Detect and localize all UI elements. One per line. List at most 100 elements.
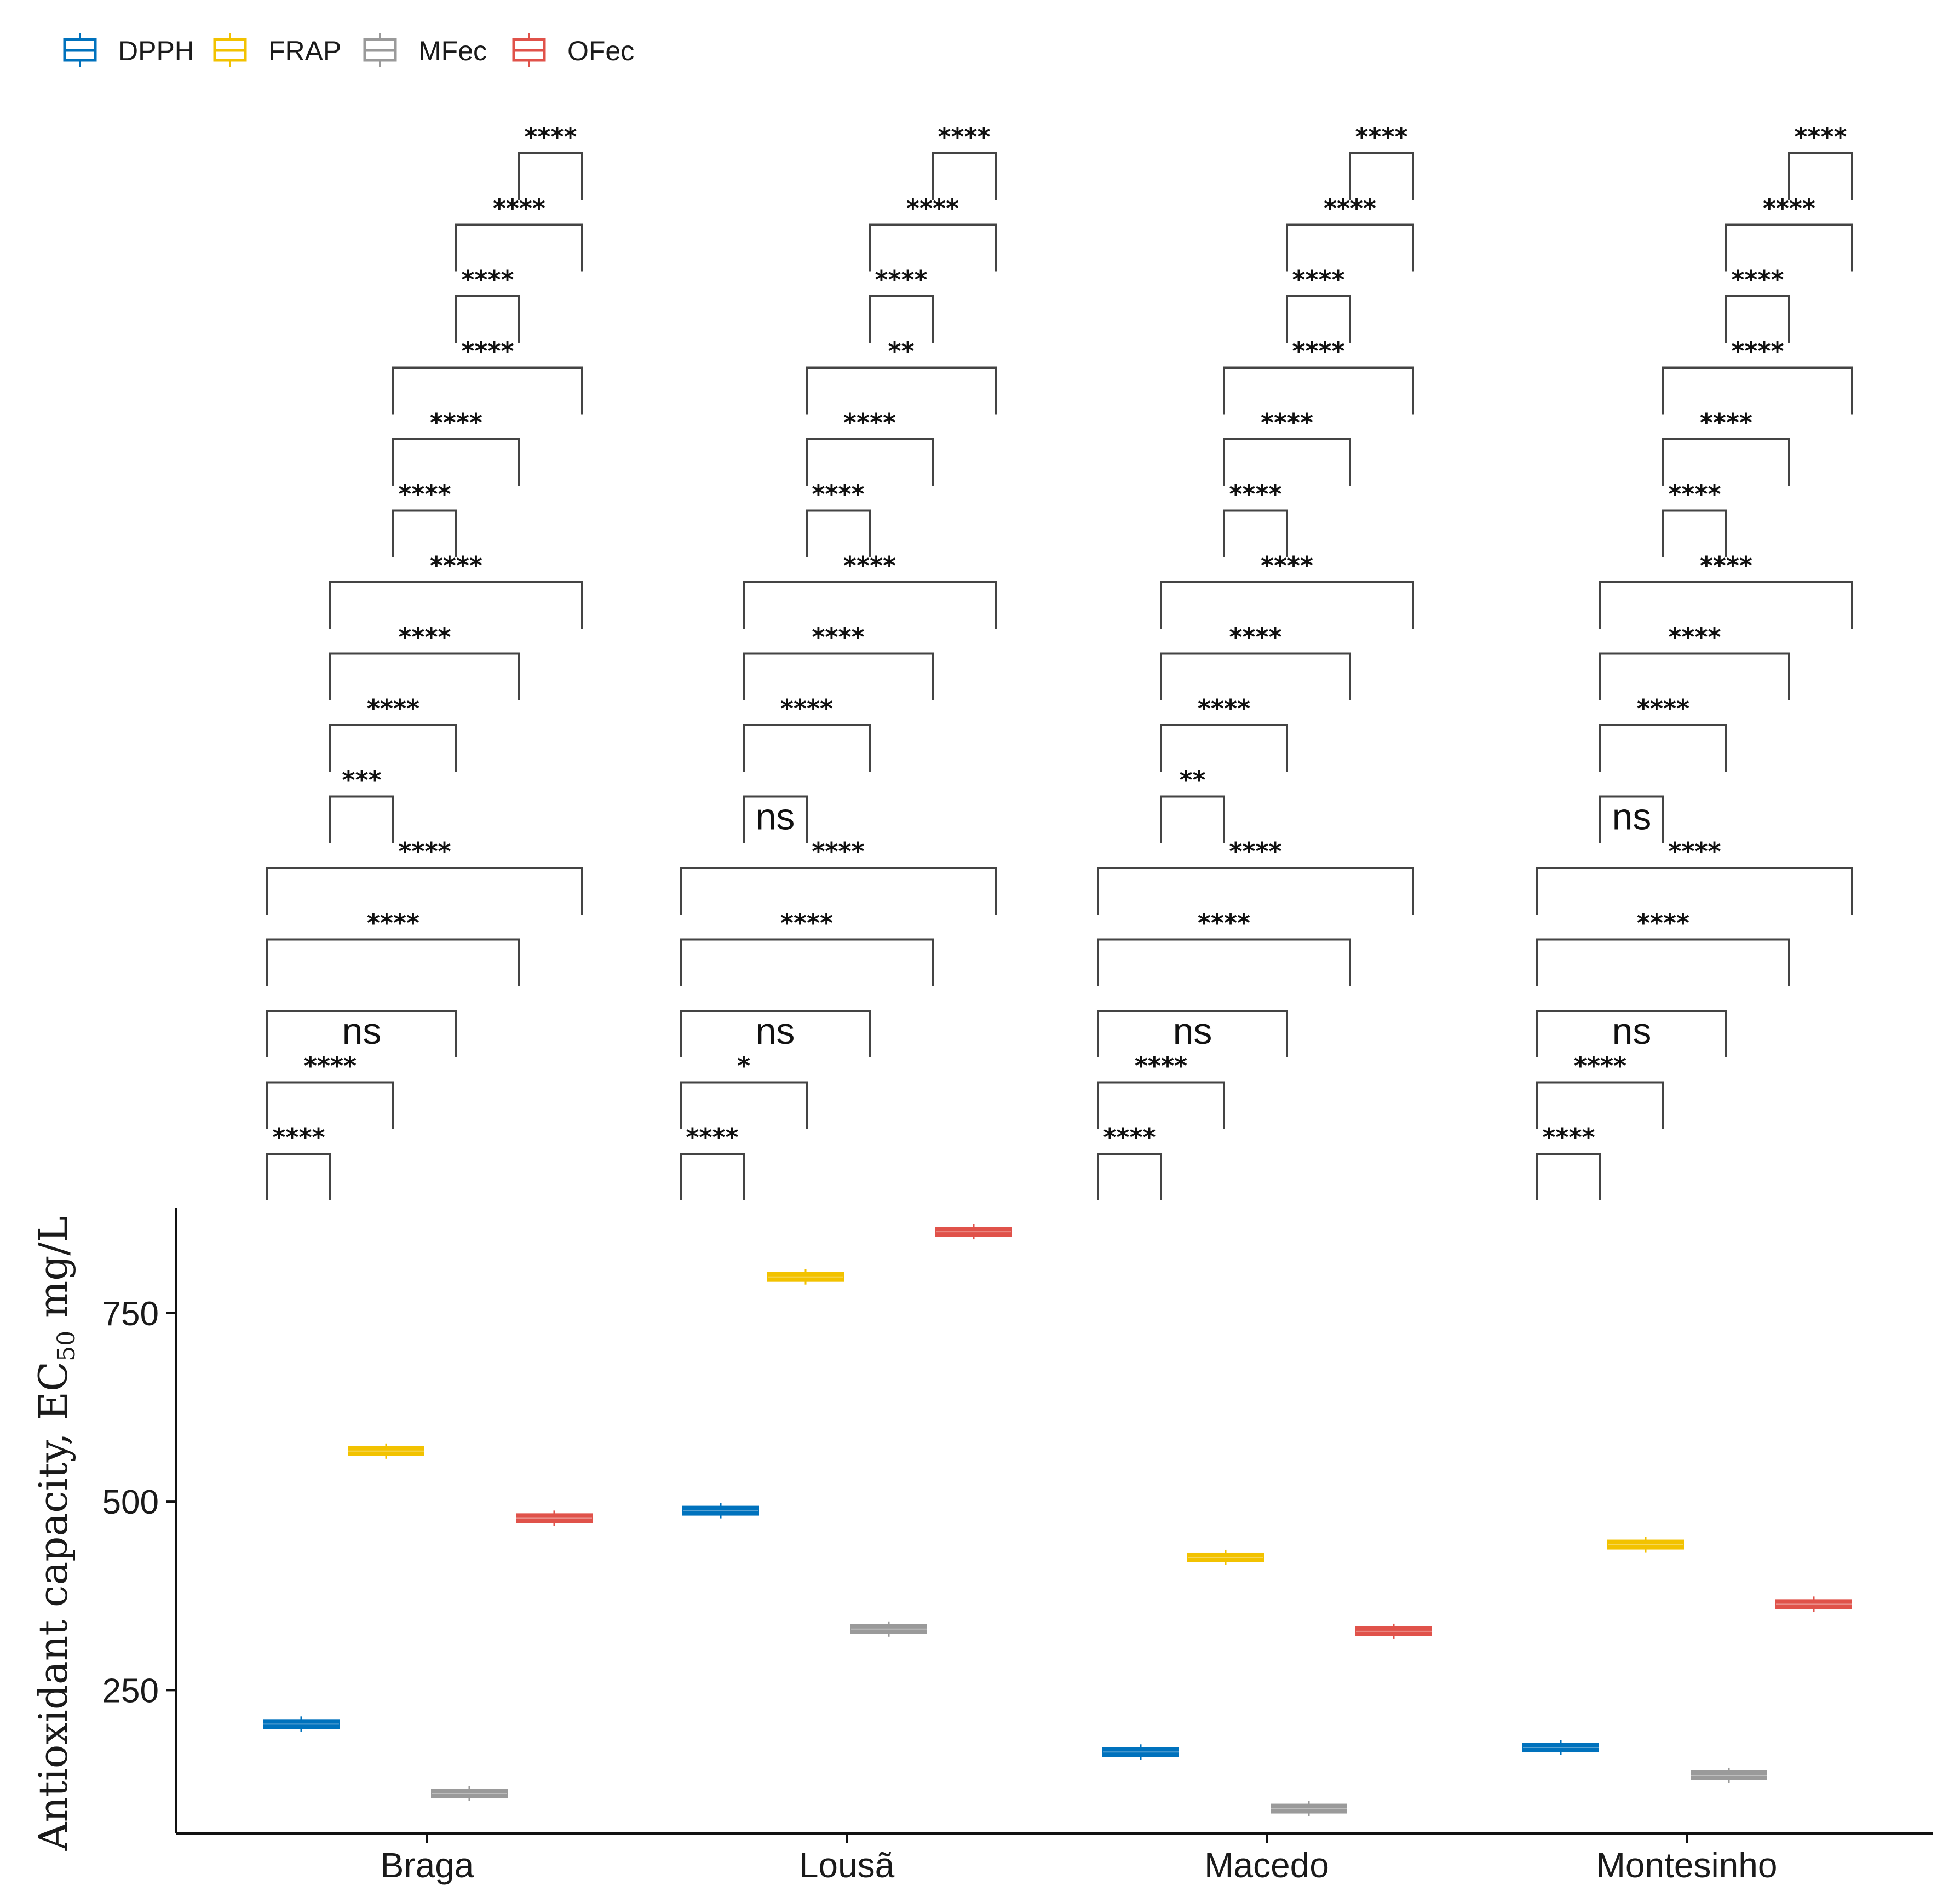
significance-bracket: ****	[392, 480, 457, 557]
legend-label: DPPH	[118, 36, 194, 66]
box-body	[431, 1789, 508, 1799]
bracket-line	[329, 652, 520, 700]
significance-label: ****	[938, 122, 990, 152]
significance-bracket: ****	[1662, 337, 1853, 415]
facet-brackets-0: ********ns******************************…	[266, 122, 583, 1200]
bracket-line	[329, 581, 583, 629]
significance-bracket: ns	[743, 795, 808, 843]
bracket-line	[743, 581, 997, 629]
significance-bracket: ns	[266, 1010, 457, 1057]
box-mfec-1	[850, 1621, 927, 1637]
significance-bracket: ****	[266, 837, 583, 915]
bracket-line	[1599, 652, 1790, 700]
significance-label: ****	[398, 837, 451, 866]
significance-bracket: ****	[680, 837, 997, 915]
box-body	[935, 1227, 1012, 1237]
x-ticks: Braga Lousã Macedo Montesinho	[381, 1833, 1778, 1885]
facet-brackets-2: ********ns******************************…	[1097, 122, 1414, 1200]
significance-label: ****	[1292, 265, 1344, 295]
box-mfec-3	[1691, 1767, 1767, 1783]
legend-item-dpph: DPPH	[63, 33, 194, 67]
significance-bracket: ****	[392, 408, 520, 486]
significance-label: ****	[1229, 837, 1281, 866]
bracket-line	[1725, 223, 1853, 272]
significance-label: ****	[430, 408, 482, 438]
bracket-line	[806, 509, 871, 557]
bracket-line	[1536, 1081, 1664, 1129]
axes	[175, 1208, 1933, 1835]
significance-label: ****	[1229, 623, 1281, 652]
significance-bracket: ****	[329, 551, 583, 629]
significance-label: ****	[1355, 122, 1407, 152]
significance-label: ****	[812, 623, 864, 652]
box-frap-3	[1607, 1537, 1684, 1553]
bracket-line	[1160, 652, 1351, 700]
legend-label: OFec	[567, 36, 634, 66]
significance-bracket: ****	[1599, 694, 1727, 772]
significance-label: ****	[398, 623, 451, 652]
bracket-line	[518, 152, 583, 200]
significance-bracket: ****	[1599, 623, 1790, 700]
bracket-line	[392, 509, 457, 557]
significance-label: ****	[1542, 1123, 1595, 1152]
significance-label: ***	[342, 766, 381, 795]
bracket-line	[266, 1010, 457, 1057]
box-dpph-2	[1102, 1744, 1179, 1760]
bracket-line	[806, 366, 997, 415]
bracket-line	[680, 1081, 808, 1129]
significance-bracket: ****	[1097, 909, 1351, 986]
significance-label: **	[888, 337, 914, 366]
bracket-line	[1286, 295, 1351, 343]
bracket-line	[1097, 1010, 1288, 1057]
significance-label: ns	[756, 1010, 795, 1052]
y-axis-title: Antioxidant capacity, EC50 mg/L	[30, 1216, 81, 1852]
box-body	[850, 1624, 927, 1634]
significance-bracket: ****	[1725, 265, 1790, 343]
significance-bracket: ****	[869, 265, 934, 343]
bracket-line	[1097, 938, 1351, 986]
significance-label: ****	[1292, 337, 1344, 366]
bracket-line	[1599, 724, 1727, 772]
bracket-line	[806, 438, 934, 486]
bracket-line	[1349, 152, 1414, 200]
bracket-line	[1725, 295, 1790, 343]
legend: DPPH FRAP MFec OFec	[63, 33, 634, 67]
significance-brackets: ********ns******************************…	[266, 122, 1853, 1200]
box-dpph-3	[1522, 1740, 1599, 1756]
significance-bracket: ns	[1536, 1010, 1727, 1057]
significance-bracket: ****	[1160, 623, 1351, 700]
significance-label: ****	[1637, 909, 1689, 938]
box-mfec-0	[431, 1786, 508, 1802]
significance-bracket: *	[680, 1051, 808, 1129]
box-body	[682, 1505, 759, 1516]
significance-bracket: ****	[1097, 1051, 1225, 1129]
y-title-subscript: 50	[53, 1331, 81, 1361]
box-body	[348, 1446, 424, 1456]
bracket-line	[455, 295, 520, 343]
y-tick-label: 250	[102, 1672, 159, 1710]
significance-bracket: ns	[1599, 795, 1664, 843]
bracket-line	[743, 724, 871, 772]
box-body	[263, 1719, 340, 1729]
y-tick-label: 750	[102, 1295, 159, 1333]
y-title-unit: mg/L	[30, 1216, 76, 1331]
significance-bracket: ****	[1223, 408, 1351, 486]
box-body	[1187, 1552, 1264, 1562]
bracket-line	[266, 1153, 331, 1200]
significance-bracket: ****	[1286, 194, 1414, 272]
bracket-line	[869, 295, 934, 343]
x-tick-label: Montesinho	[1596, 1845, 1778, 1885]
significance-bracket: ****	[266, 1123, 331, 1200]
significance-bracket: ****	[743, 623, 934, 700]
box-mfec-2	[1271, 1801, 1347, 1816]
significance-bracket: ****	[1223, 337, 1414, 415]
significance-bracket: ****	[932, 122, 997, 200]
significance-bracket: ns	[680, 1010, 871, 1057]
box-body	[516, 1513, 593, 1523]
significance-label: **	[1179, 766, 1205, 795]
bracket-line	[1599, 795, 1664, 843]
significance-bracket: ****	[266, 1051, 394, 1129]
significance-bracket: ****	[1599, 551, 1853, 629]
significance-label: ****	[304, 1051, 357, 1081]
bracket-line	[392, 366, 583, 415]
